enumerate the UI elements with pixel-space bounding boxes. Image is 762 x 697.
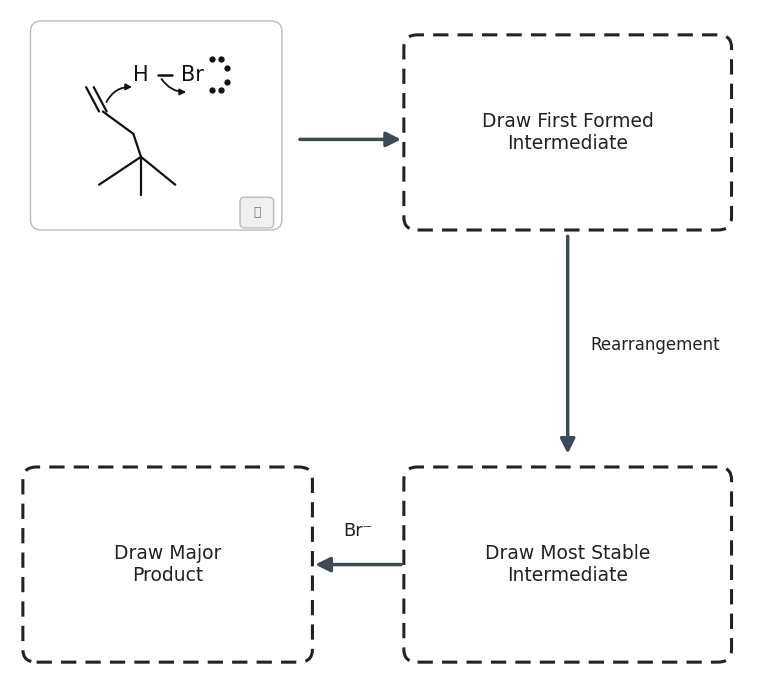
- Text: Rearrangement: Rearrangement: [591, 336, 720, 354]
- FancyBboxPatch shape: [23, 467, 312, 662]
- Text: 🔍: 🔍: [253, 206, 261, 219]
- Text: H: H: [133, 65, 149, 84]
- FancyBboxPatch shape: [30, 21, 282, 230]
- Text: Draw Major
Product: Draw Major Product: [114, 544, 221, 585]
- FancyBboxPatch shape: [404, 467, 732, 662]
- Text: Draw First Formed
Intermediate: Draw First Formed Intermediate: [482, 112, 654, 153]
- Text: Draw Most Stable
Intermediate: Draw Most Stable Intermediate: [485, 544, 651, 585]
- Text: Br⁻: Br⁻: [344, 522, 373, 540]
- FancyBboxPatch shape: [404, 35, 732, 230]
- FancyBboxPatch shape: [240, 197, 274, 228]
- Text: Br: Br: [181, 65, 204, 84]
